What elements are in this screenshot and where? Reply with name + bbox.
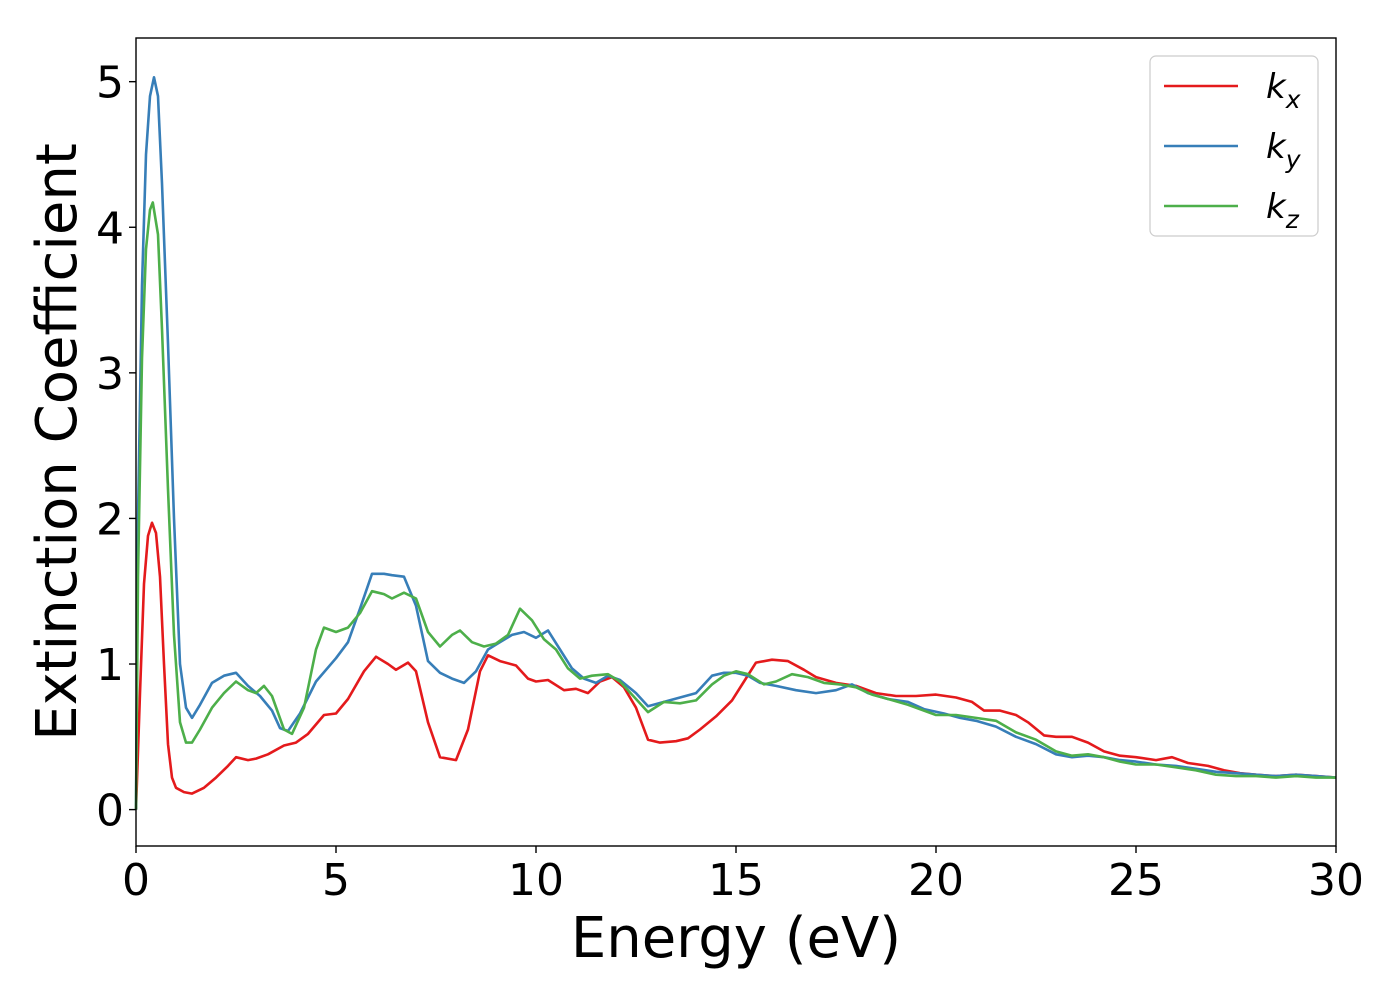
series-line-z bbox=[134, 201, 1336, 810]
y-tick-label: 1 bbox=[96, 640, 124, 691]
y-tick-label: 5 bbox=[96, 58, 124, 109]
x-tick-label: 25 bbox=[1108, 855, 1164, 906]
x-tick-label: 10 bbox=[508, 855, 564, 906]
series-line-x bbox=[134, 521, 1337, 810]
x-axis-label: Energy (eV) bbox=[571, 906, 901, 971]
y-tick-label: 3 bbox=[96, 349, 124, 400]
y-axis-label: Extinction Coefficient bbox=[25, 143, 90, 741]
series-lines bbox=[134, 76, 1337, 810]
x-tick-label: 15 bbox=[708, 855, 764, 906]
x-tick-label: 30 bbox=[1308, 855, 1364, 906]
y-tick-label: 0 bbox=[96, 786, 124, 837]
y-tick-label: 4 bbox=[96, 203, 124, 254]
y-tick-label: 2 bbox=[96, 494, 124, 545]
y-axis-ticks: 0 1 2 3 4 5 bbox=[96, 58, 136, 837]
x-tick-label: 20 bbox=[908, 855, 964, 906]
x-tick-label: 0 bbox=[122, 855, 150, 906]
series-line-y bbox=[134, 76, 1337, 810]
x-tick-label: 5 bbox=[322, 855, 350, 906]
x-axis-ticks: 0 5 10 15 20 25 30 bbox=[122, 846, 1364, 906]
